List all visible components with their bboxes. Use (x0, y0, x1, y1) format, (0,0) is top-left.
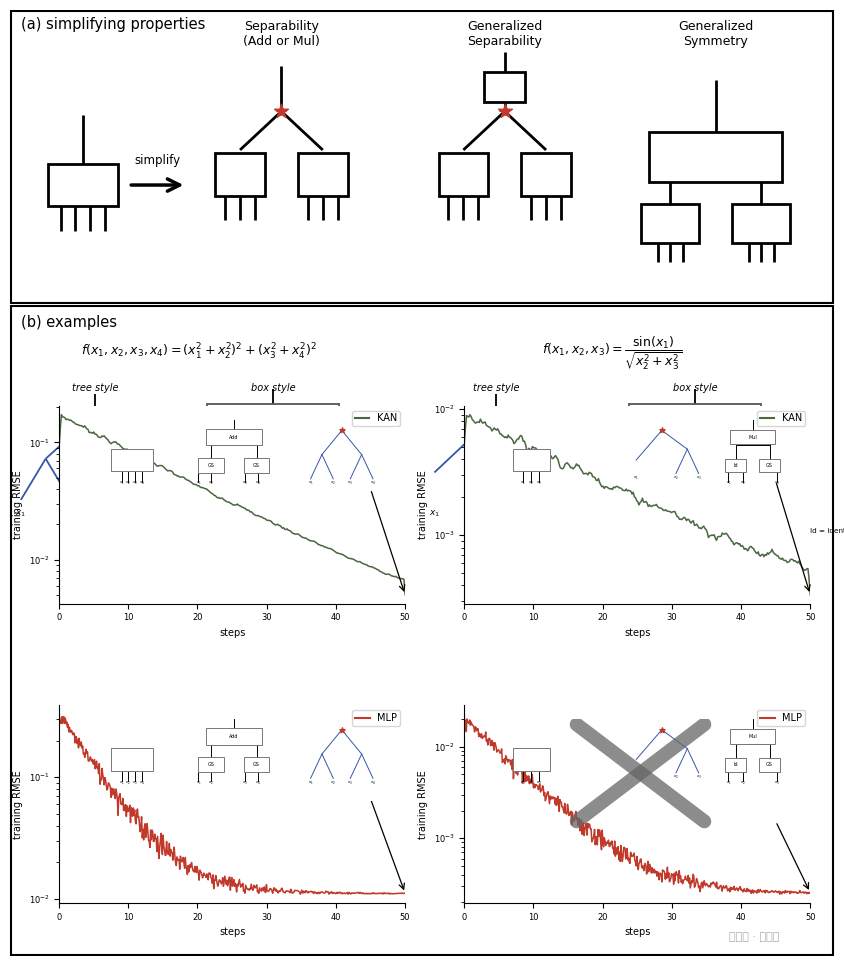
Text: GS: GS (308, 462, 322, 472)
Point (490, 407, 503, 422)
Legend: KAN: KAN (757, 411, 805, 426)
Bar (522, 154, 571, 195)
Bar (202, 452, 262, 481)
Text: $x_1$: $x_1$ (429, 509, 440, 520)
Text: (Add = additive separability, GS = generalized separability): (Add = additive separability, GS = gener… (165, 527, 381, 534)
Legend: MLP: MLP (352, 710, 400, 725)
Text: Generalized
Separability: Generalized Separability (467, 20, 543, 48)
Text: $x_1$: $x_1$ (200, 498, 210, 509)
Text: $x_3$: $x_3$ (115, 509, 126, 520)
Bar (48, 164, 118, 206)
Bar (484, 72, 525, 101)
Bar (439, 154, 488, 195)
Y-axis label: training RMSE: training RMSE (418, 470, 428, 539)
Text: Mul: Mul (686, 412, 704, 422)
X-axis label: steps: steps (219, 927, 246, 937)
Text: 公众号 · 量子位: 公众号 · 量子位 (729, 932, 780, 942)
Text: $x_3$: $x_3$ (744, 498, 754, 509)
Text: GS: GS (729, 462, 743, 472)
Point (89, 407, 102, 422)
Legend: MLP: MLP (757, 710, 805, 725)
Text: $x_1$: $x_1$ (636, 498, 647, 509)
Text: $f(x_1, x_2, x_3, x_4) = (x_1^2 + x_2^2)^2 + (x_3^2 + x_4^2)^2$: $f(x_1, x_2, x_3, x_4) = (x_1^2 + x_2^2)… (81, 342, 316, 362)
Text: $x_4$: $x_4$ (164, 509, 176, 520)
Point (274, 103, 288, 119)
Legend: KAN: KAN (352, 411, 400, 426)
Text: $x_1$: $x_1$ (15, 509, 26, 520)
Text: (Mul = multiplicative separability, GS = generalized separability, Id = identity: (Mul = multiplicative separability, GS =… (573, 527, 844, 534)
Bar (298, 154, 348, 195)
Text: Generalized
Symmetry: Generalized Symmetry (678, 20, 753, 48)
Text: $x_2$: $x_2$ (226, 498, 237, 509)
Text: Id: Id (649, 462, 658, 472)
Point (498, 103, 511, 119)
Text: $x_3$: $x_3$ (565, 509, 576, 520)
Text: GS: GS (225, 462, 239, 472)
Bar (706, 452, 766, 481)
Y-axis label: training RMSE: training RMSE (13, 470, 23, 539)
Bar (641, 205, 699, 242)
Bar (629, 405, 761, 431)
Text: box style: box style (673, 384, 717, 393)
X-axis label: steps: steps (624, 927, 651, 937)
Y-axis label: training RMSE: training RMSE (13, 770, 23, 838)
Text: $x_2$: $x_2$ (665, 498, 675, 509)
Bar (215, 154, 265, 195)
X-axis label: steps: steps (624, 628, 651, 638)
Bar (624, 452, 684, 481)
Bar (207, 405, 339, 431)
Text: $x_2$: $x_2$ (65, 509, 76, 520)
Bar (733, 205, 790, 242)
Text: $x_2$: $x_2$ (516, 509, 527, 520)
Bar (650, 132, 782, 182)
Text: tree style: tree style (72, 384, 118, 393)
Text: box style: box style (251, 384, 295, 393)
Text: $x_3$: $x_3$ (283, 498, 293, 509)
Text: $x_4$: $x_4$ (336, 498, 346, 509)
Text: Add: Add (263, 412, 283, 422)
Text: (b) examples: (b) examples (21, 315, 116, 329)
Text: Separability
(Add or Mul): Separability (Add or Mul) (243, 20, 320, 48)
Text: simplify: simplify (134, 155, 181, 167)
X-axis label: steps: steps (219, 628, 246, 638)
Text: (a) simplifying properties: (a) simplifying properties (21, 16, 205, 32)
Bar (284, 452, 344, 481)
Y-axis label: training RMSE: training RMSE (418, 770, 428, 838)
Text: $f(x_1, x_2, x_3) = \dfrac{\sin(x_1)}{\sqrt{x_2^2 + x_3^2}}$: $f(x_1, x_2, x_3) = \dfrac{\sin(x_1)}{\s… (542, 335, 683, 373)
Text: tree style: tree style (473, 384, 520, 393)
